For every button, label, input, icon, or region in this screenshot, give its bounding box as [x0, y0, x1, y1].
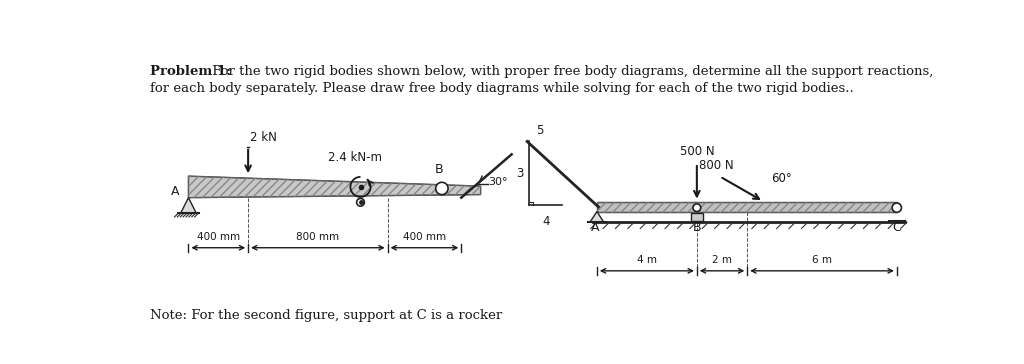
Text: 5: 5 — [536, 124, 543, 137]
Circle shape — [693, 204, 700, 211]
Text: A: A — [591, 221, 600, 234]
Text: A: A — [171, 185, 179, 198]
Polygon shape — [590, 211, 604, 222]
Text: Problem 1:: Problem 1: — [150, 65, 230, 78]
Text: 60°: 60° — [771, 172, 792, 185]
Text: 2 m: 2 m — [712, 256, 732, 265]
Polygon shape — [597, 202, 897, 211]
Text: B: B — [692, 221, 701, 234]
Text: 4: 4 — [542, 215, 550, 228]
Text: 800 N: 800 N — [698, 159, 733, 172]
Text: 6 m: 6 m — [812, 256, 833, 265]
Text: For the two rigid bodies shown below, with proper free body diagrams, determine : For the two rigid bodies shown below, wi… — [208, 65, 933, 78]
Bar — [690, 213, 703, 221]
Polygon shape — [180, 198, 197, 213]
Text: 3: 3 — [516, 167, 523, 179]
Text: 800 mm: 800 mm — [296, 232, 339, 242]
Text: 500 N: 500 N — [680, 145, 714, 158]
Circle shape — [356, 198, 365, 206]
Text: 30°: 30° — [488, 177, 508, 187]
Text: 2 kN: 2 kN — [251, 131, 278, 144]
Text: 4 m: 4 m — [637, 256, 656, 265]
Text: B: B — [434, 163, 443, 176]
Text: for each body separately. Please draw free body diagrams while solving for each : for each body separately. Please draw fr… — [150, 82, 853, 95]
Text: 400 mm: 400 mm — [402, 232, 446, 242]
Circle shape — [892, 203, 901, 212]
Circle shape — [435, 182, 449, 195]
Polygon shape — [188, 176, 480, 198]
Text: 400 mm: 400 mm — [197, 232, 240, 242]
Text: 2.4 kN-m: 2.4 kN-m — [328, 151, 382, 164]
Text: C: C — [893, 221, 901, 234]
Text: Note: For the second figure, support at C is a rocker: Note: For the second figure, support at … — [150, 309, 502, 321]
